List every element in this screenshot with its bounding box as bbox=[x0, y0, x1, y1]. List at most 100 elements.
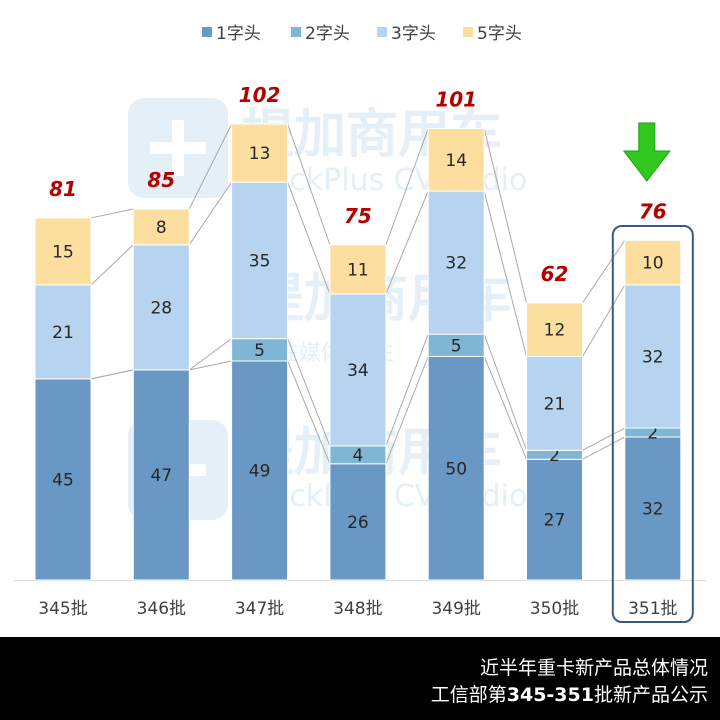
legend-swatch bbox=[202, 27, 212, 37]
data-label: 11 bbox=[347, 260, 369, 280]
connector-line bbox=[385, 190, 429, 295]
x-tick-label: 351批 bbox=[628, 599, 677, 619]
data-label: 35 bbox=[249, 251, 271, 271]
data-label: 32 bbox=[642, 499, 664, 519]
bar-segment bbox=[132, 369, 190, 581]
bar-segment bbox=[231, 360, 289, 581]
bar-group-347批: 49 5 35 13 102 347批 bbox=[231, 83, 289, 619]
data-label: 2 bbox=[549, 446, 560, 466]
x-tick-label: 345批 bbox=[38, 599, 87, 619]
legend-item: 5字头 bbox=[463, 24, 522, 44]
connector-line bbox=[483, 333, 527, 451]
bar-segment bbox=[34, 284, 92, 380]
x-tick-label: 346批 bbox=[137, 599, 186, 619]
connector-line bbox=[287, 181, 331, 295]
caption-line-1: 近半年重卡新产品总体情况 bbox=[479, 657, 708, 679]
bar-group-346批: 47 28 8 85 346批 bbox=[132, 168, 190, 619]
caption-footer: 近半年重卡新产品总体情况 工信部第345-351批新产品公示 bbox=[0, 637, 720, 720]
data-label: 47 bbox=[150, 466, 172, 486]
connector-line bbox=[188, 181, 233, 246]
data-label: 2 bbox=[647, 423, 658, 443]
total-label: 76 bbox=[639, 199, 667, 223]
connector-line bbox=[582, 284, 626, 357]
bar-segment bbox=[624, 239, 682, 286]
legend-swatch bbox=[463, 27, 473, 37]
data-label: 32 bbox=[642, 348, 664, 368]
connector-line bbox=[385, 333, 429, 447]
total-label: 101 bbox=[435, 88, 477, 112]
legend-label: 3字头 bbox=[391, 24, 436, 44]
data-label: 26 bbox=[347, 513, 369, 533]
data-label: 50 bbox=[445, 459, 467, 479]
connector-line bbox=[582, 436, 626, 460]
bar-group-350批: 27 2 21 12 62 350批 bbox=[526, 262, 583, 619]
highlight-box bbox=[611, 225, 694, 623]
connector-line bbox=[483, 128, 527, 303]
legend-label: 2字头 bbox=[305, 24, 350, 44]
data-label: 45 bbox=[52, 470, 74, 490]
data-label: 28 bbox=[150, 298, 172, 318]
watermark-top-badge-v bbox=[172, 120, 184, 176]
connector-line bbox=[582, 239, 626, 304]
data-label: 12 bbox=[544, 321, 566, 341]
bar-group-351批: 32 2 32 10 76 351批 bbox=[624, 199, 682, 619]
bar-segment bbox=[329, 244, 387, 295]
bar-segment bbox=[231, 181, 289, 340]
connector-line bbox=[385, 128, 429, 245]
legend-swatch bbox=[377, 27, 387, 37]
bar-segment bbox=[231, 123, 289, 183]
bar-segment bbox=[427, 190, 485, 335]
connector-line bbox=[287, 338, 331, 447]
down-arrow-icon bbox=[622, 122, 671, 182]
data-label: 13 bbox=[249, 144, 271, 164]
total-label: 75 bbox=[344, 204, 372, 228]
connector-line bbox=[582, 427, 626, 451]
connector-line bbox=[90, 369, 134, 380]
legend-label: 5字头 bbox=[477, 24, 522, 44]
caption-line-2: 工信部第345-351批新产品公示 bbox=[431, 680, 708, 707]
bar-segment bbox=[526, 458, 583, 581]
x-tick-label: 348批 bbox=[333, 599, 382, 619]
bar-segment bbox=[526, 302, 583, 357]
total-label: 102 bbox=[239, 83, 281, 107]
data-label: 5 bbox=[451, 336, 462, 356]
x-tick-label: 347批 bbox=[235, 599, 284, 619]
caption-line-2-suffix: 批新产品公示 bbox=[593, 684, 708, 706]
bar-segment bbox=[329, 463, 387, 581]
data-label: 27 bbox=[544, 511, 566, 531]
connector-line bbox=[189, 338, 232, 371]
bar-segment bbox=[526, 356, 583, 451]
bar-segment bbox=[132, 244, 190, 371]
x-tick-label: 350批 bbox=[530, 599, 579, 619]
connector-line bbox=[188, 123, 233, 210]
data-label: 21 bbox=[52, 323, 74, 343]
data-label: 8 bbox=[156, 218, 167, 238]
bar-group-348批: 26 4 34 11 75 348批 bbox=[329, 204, 387, 619]
bar-segment bbox=[427, 128, 485, 192]
connector-line bbox=[385, 356, 429, 464]
bar-segment bbox=[427, 356, 485, 581]
data-label: 4 bbox=[352, 446, 363, 466]
connector-line bbox=[189, 360, 232, 371]
data-label: 15 bbox=[52, 242, 74, 262]
x-tick-label: 349批 bbox=[431, 599, 480, 619]
connector-line bbox=[287, 123, 331, 245]
legend-item: 1字头 bbox=[202, 24, 261, 44]
data-label: 10 bbox=[642, 254, 664, 274]
data-label: 34 bbox=[347, 361, 369, 381]
total-label: 85 bbox=[147, 168, 175, 192]
total-label: 81 bbox=[49, 177, 77, 201]
legend-label: 1字头 bbox=[216, 24, 261, 44]
data-label: 5 bbox=[254, 341, 265, 361]
connector-line bbox=[483, 190, 527, 357]
total-label: 62 bbox=[541, 262, 569, 286]
bar-segment bbox=[34, 217, 92, 286]
connector-line bbox=[90, 244, 134, 286]
data-label: 49 bbox=[249, 461, 271, 481]
bar-segment bbox=[624, 436, 682, 581]
data-label: 14 bbox=[445, 151, 467, 171]
data-label: 21 bbox=[544, 394, 566, 414]
caption-line-2-range: 345-351 bbox=[506, 684, 594, 706]
